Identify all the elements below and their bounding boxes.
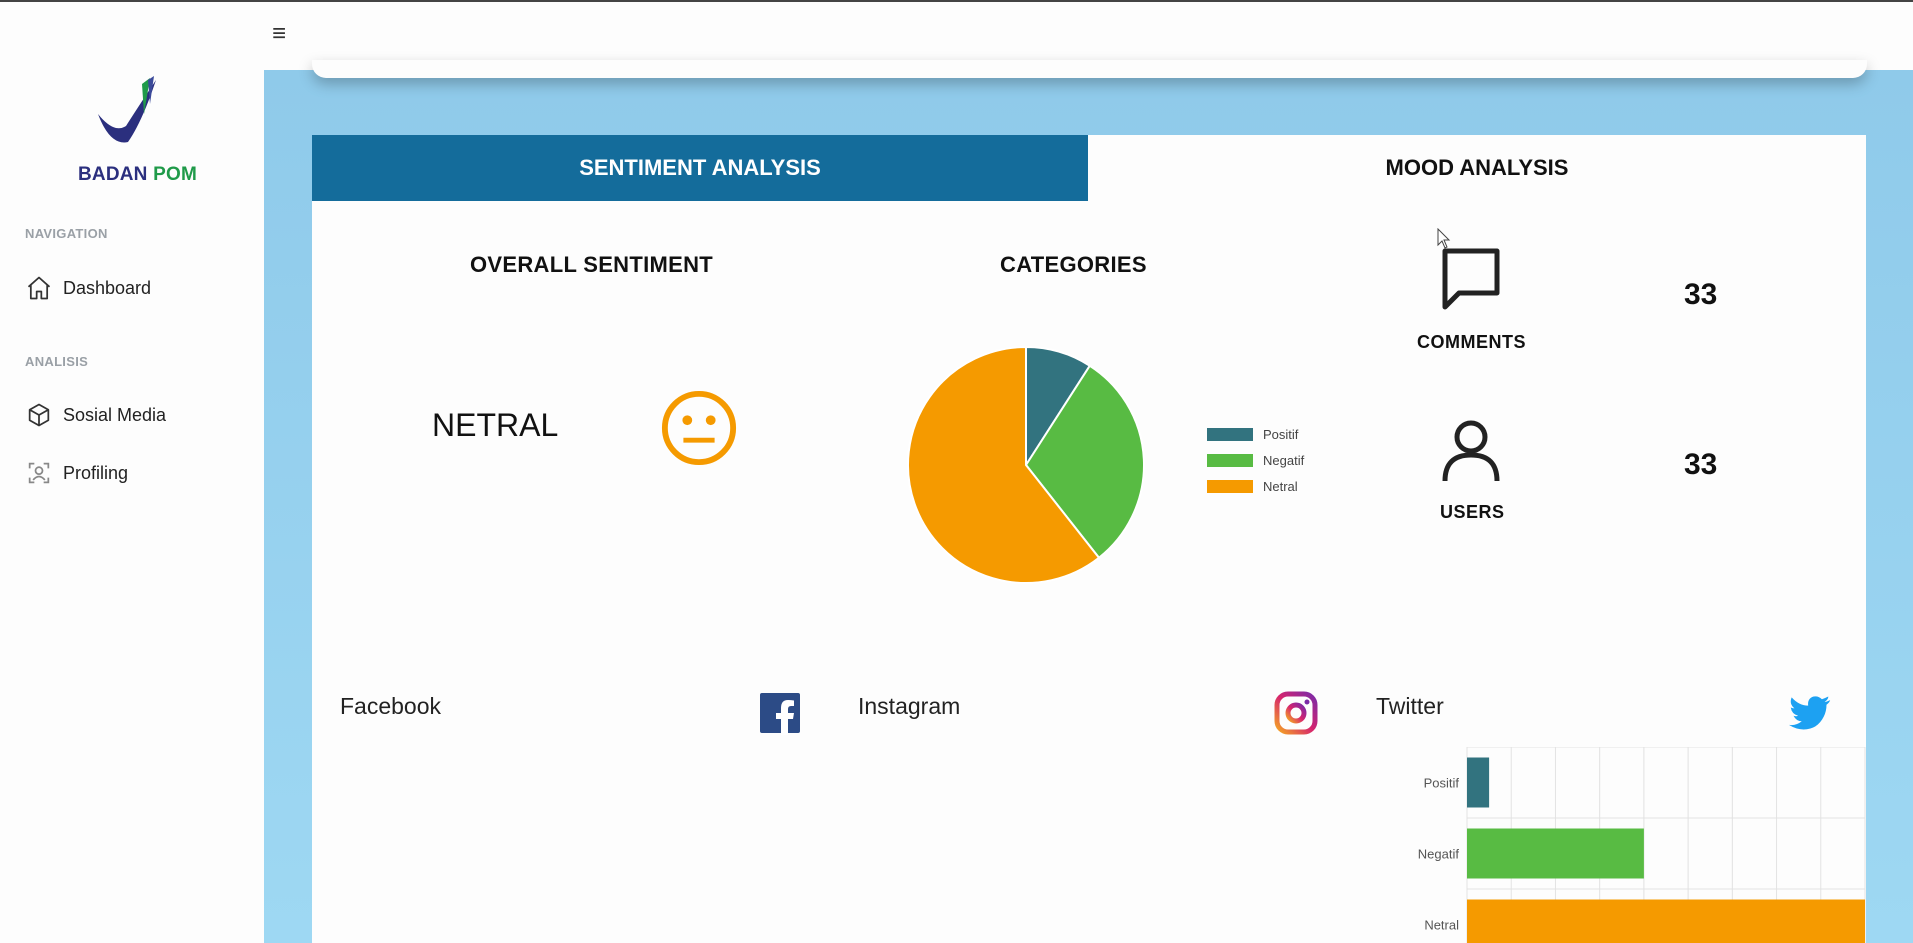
logo-swoosh-icon xyxy=(98,76,156,143)
tab-sentiment-analysis[interactable]: SENTIMENT ANALYSIS xyxy=(312,135,1088,201)
tab-mood-analysis[interactable]: MOOD ANALYSIS xyxy=(1088,135,1866,201)
users-count: 33 xyxy=(1684,448,1718,481)
facebook-icon[interactable] xyxy=(758,691,802,735)
bar-netral xyxy=(1467,899,1865,943)
bar-positif xyxy=(1467,757,1490,808)
legend-label: Positif xyxy=(1263,426,1299,442)
comments-label: COMMENTS xyxy=(1417,332,1526,352)
facebook-label: Facebook xyxy=(340,693,442,719)
sidebar-item-label: Dashboard xyxy=(63,277,152,298)
legend-label: Netral xyxy=(1263,478,1298,494)
nav-heading-navigation: NAVIGATION xyxy=(25,226,108,241)
hamburger-icon[interactable]: ≡ xyxy=(272,20,287,47)
logo-text: BADAN POM xyxy=(78,164,197,186)
sidebar-item-sosial-media[interactable]: Sosial Media xyxy=(25,399,166,431)
logo-text-part1: BADAN xyxy=(78,164,148,185)
legend-swatch xyxy=(1207,479,1253,493)
legend-item-netral: Netral xyxy=(1207,473,1304,499)
bar-tick-label-negatif: Negatif xyxy=(1418,847,1460,862)
legend-swatch xyxy=(1207,453,1253,467)
logo-text-part2: POM xyxy=(153,164,197,185)
categories-pie-chart xyxy=(907,345,1145,584)
overall-sentiment-title: OVERALL SENTIMENT xyxy=(470,252,714,277)
top-header xyxy=(264,2,1913,70)
pie-slice-negatif xyxy=(1024,364,1145,560)
cube-icon xyxy=(28,403,50,427)
home-icon xyxy=(27,276,51,300)
legend-label: Negatif xyxy=(1263,452,1305,468)
pie-slice-netral xyxy=(907,345,1101,584)
sidebar-item-profiling[interactable]: Profiling xyxy=(25,457,128,489)
mouse-cursor-icon xyxy=(1437,228,1451,249)
bar-negatif xyxy=(1467,828,1644,879)
user-icon xyxy=(1442,420,1500,482)
header-panel xyxy=(312,60,1867,78)
overall-sentiment-value: NETRAL xyxy=(432,407,559,443)
instagram-label: Instagram xyxy=(858,693,961,719)
legend-item-positif: Positif xyxy=(1207,421,1304,447)
nav-heading-analisis: ANALISIS xyxy=(25,354,89,369)
instagram-icon[interactable] xyxy=(1274,691,1318,735)
sidebar-item-label: Sosial Media xyxy=(63,404,167,425)
legend-item-negatif: Negatif xyxy=(1207,447,1304,473)
twitter-bar-chart: Positif Negatif Netral xyxy=(1418,747,1866,943)
pie-legend: Positif Negatif Netral xyxy=(1207,421,1304,499)
legend-swatch xyxy=(1207,427,1253,441)
neutral-face-icon xyxy=(661,390,737,466)
bar-tick-label-netral: Netral xyxy=(1424,918,1459,933)
sidebar-item-dashboard[interactable]: Dashboard xyxy=(25,272,151,304)
twitter-label: Twitter xyxy=(1376,693,1444,719)
comments-count: 33 xyxy=(1684,278,1718,311)
categories-title: CATEGORIES xyxy=(1000,252,1147,277)
bar-tick-label-positif: Positif xyxy=(1424,776,1460,791)
window-top-border xyxy=(0,0,1913,2)
comment-icon xyxy=(1442,248,1500,310)
sentiment-card: SENTIMENT ANALYSIS MOOD ANALYSIS OVERALL… xyxy=(312,135,1866,943)
profile-icon xyxy=(28,462,50,484)
sidebar: BADAN POM NAVIGATION Dashboard ANALISIS … xyxy=(0,2,264,943)
badan-pom-logo: BADAN POM xyxy=(70,74,200,192)
sidebar-item-label: Profiling xyxy=(63,462,129,483)
twitter-icon[interactable] xyxy=(1788,691,1832,735)
users-label: USERS xyxy=(1440,502,1505,522)
